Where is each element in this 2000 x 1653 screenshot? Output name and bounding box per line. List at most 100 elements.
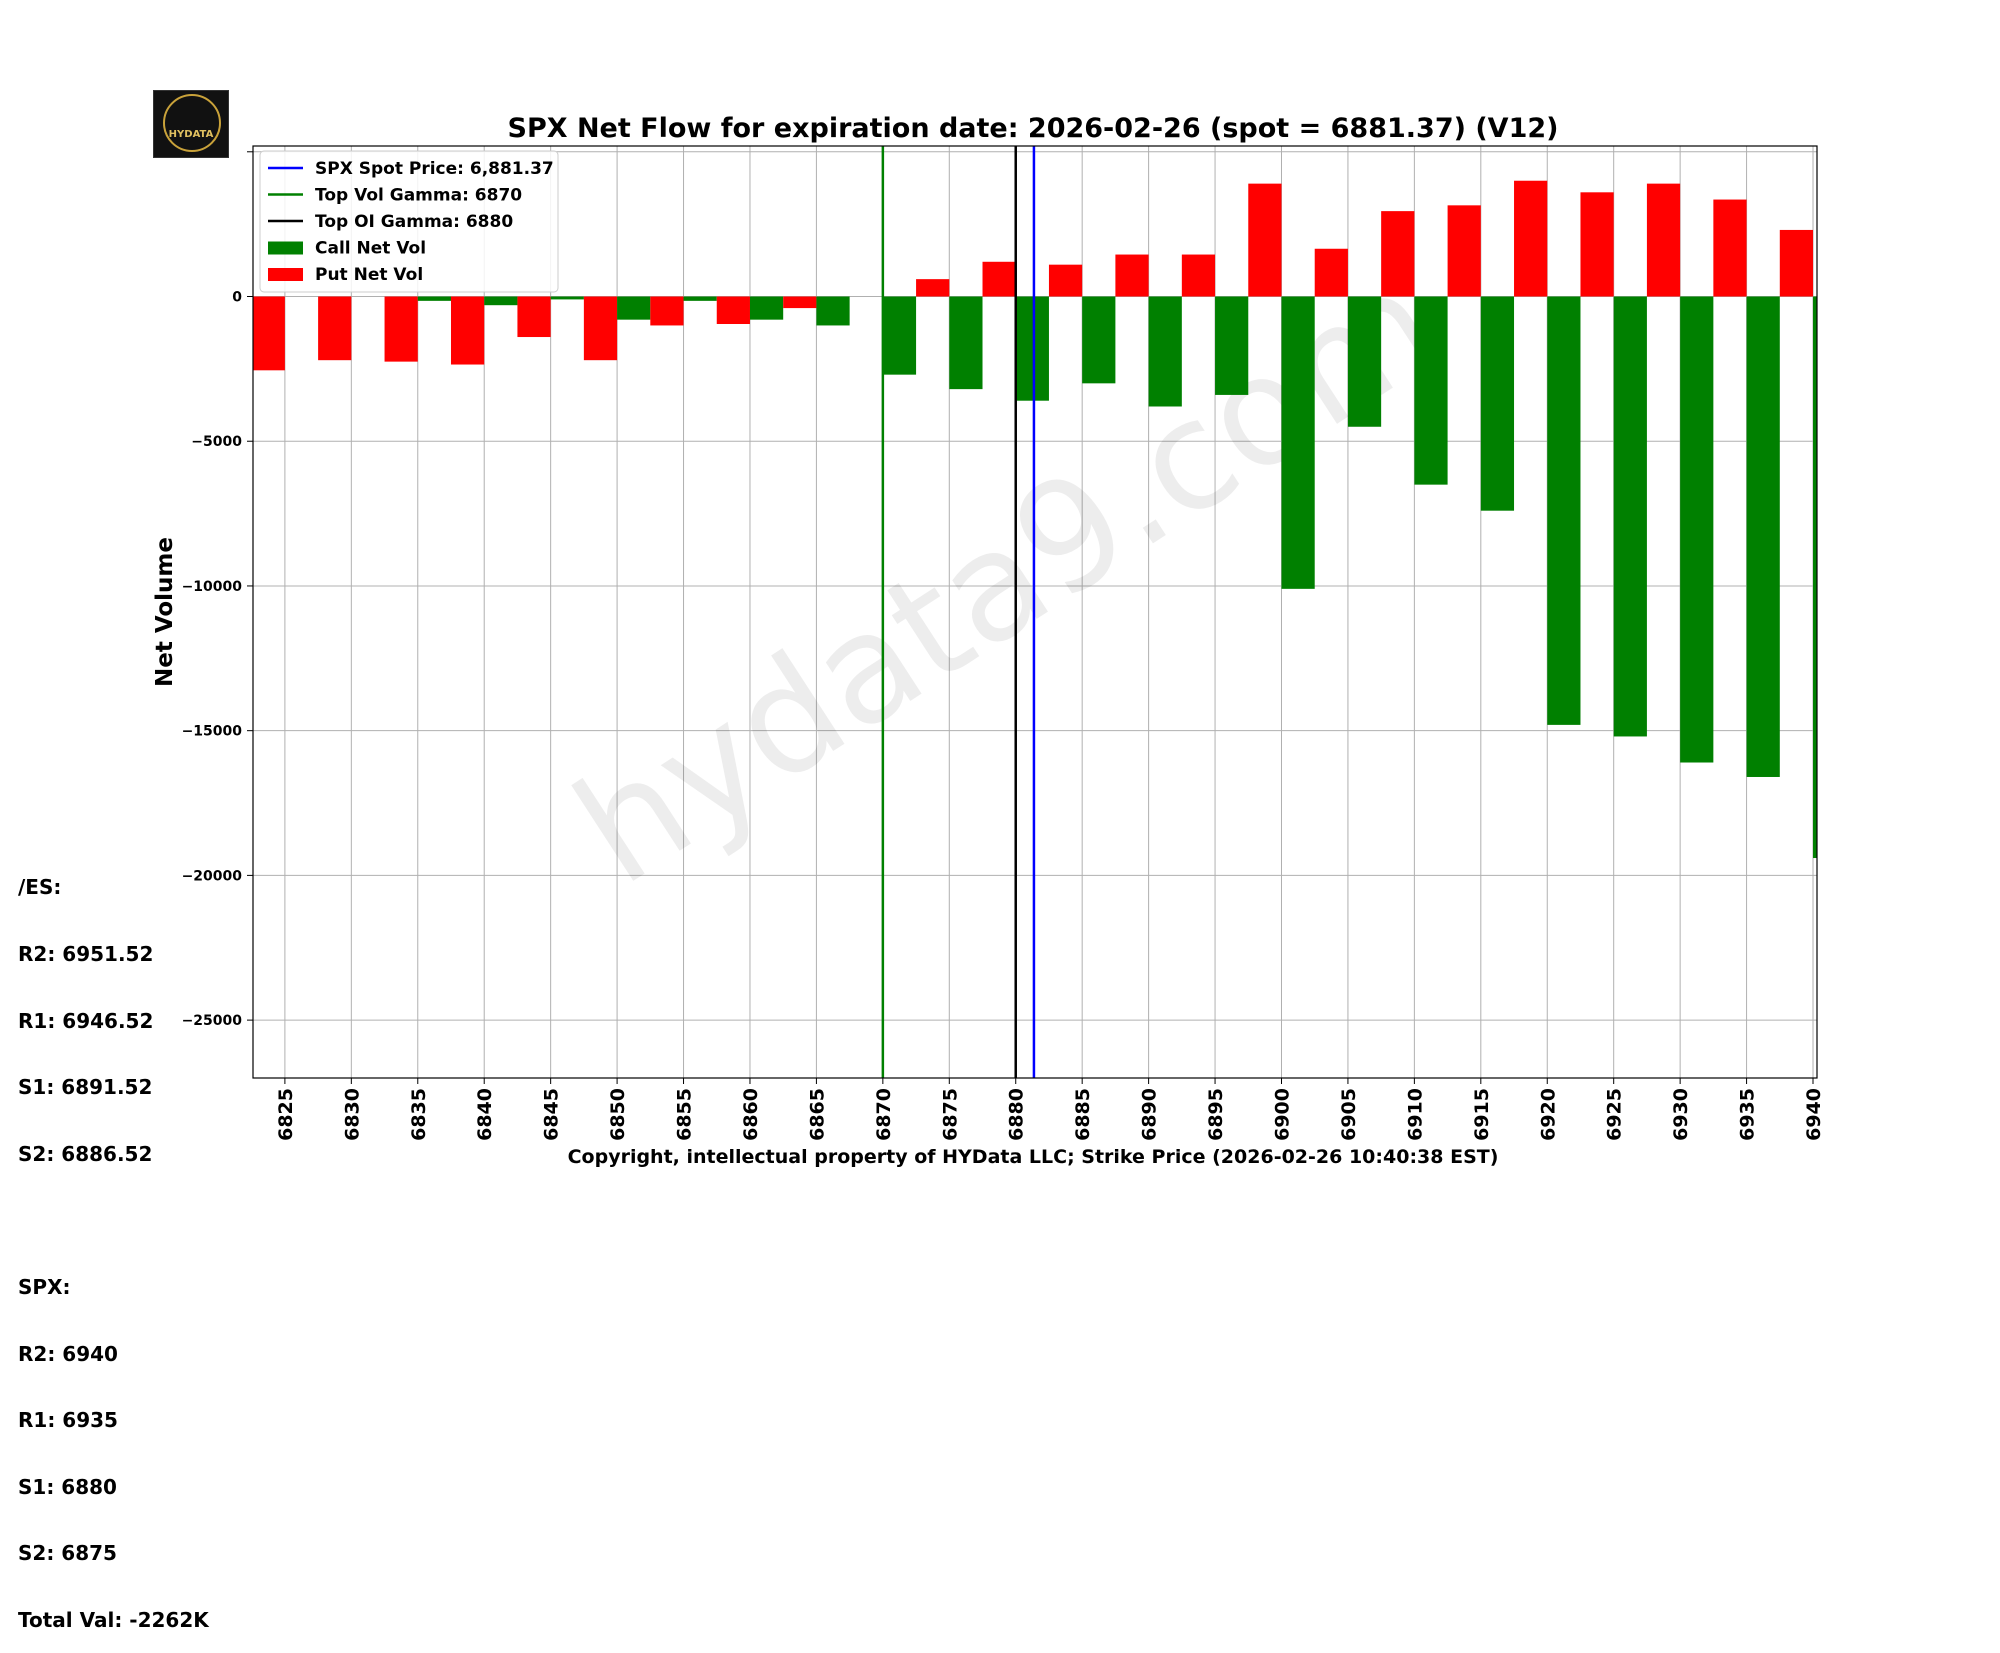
x-tick-label: 6900 — [1271, 1088, 1293, 1141]
put-bar — [253, 296, 285, 371]
put-bar — [318, 296, 352, 361]
call-bar — [749, 296, 784, 320]
put-bar — [1381, 211, 1415, 297]
legend-swatch-patch — [268, 268, 303, 281]
net-flow-chart: SPX Net Flow for expiration date: 2026-0… — [152, 113, 1825, 1168]
call-bar — [1613, 296, 1647, 737]
x-tick-label: 6885 — [1072, 1088, 1094, 1141]
x-tick-label: 6850 — [607, 1088, 629, 1141]
es-r1: R1: 6946.52 — [18, 1008, 154, 1033]
x-tick-label: 6895 — [1205, 1088, 1227, 1141]
put-bar — [1514, 180, 1548, 297]
call-bar — [882, 296, 917, 375]
wolf-logo-icon — [163, 94, 221, 152]
legend-swatch-patch — [268, 241, 303, 255]
put-bar — [783, 296, 817, 309]
x-tick-label: 6845 — [541, 1088, 563, 1141]
y-axis-label: Net Volume — [152, 537, 178, 687]
legend-label: Call Net Vol — [315, 239, 426, 259]
call-bar — [1746, 296, 1780, 777]
call-bar — [1680, 296, 1714, 763]
legend-box — [259, 150, 559, 293]
spx-r1: R1: 6935 — [18, 1408, 118, 1433]
levels-panel: /ES: R2: 6951.52 R1: 6946.52 S1: 6891.52… — [18, 832, 209, 1653]
call-bar — [550, 296, 584, 300]
spx-r2: R2: 6940 — [18, 1341, 118, 1366]
legend: SPX Spot Price: 6,881.37 Top Vol Gamma: 6… — [259, 150, 559, 293]
x-axis-label: Copyright, intellectual property of HYDa… — [568, 1146, 1499, 1168]
x-tick-label: 6840 — [474, 1088, 496, 1141]
call-bar — [1547, 296, 1581, 725]
put-bar — [1048, 264, 1083, 297]
call-bar — [1813, 296, 1817, 859]
bars — [253, 180, 1817, 859]
put-bar — [517, 296, 551, 338]
call-bar — [417, 296, 451, 301]
put-bar — [450, 296, 485, 365]
x-tick-label: 6825 — [275, 1088, 297, 1141]
x-tick-label: 6880 — [1006, 1088, 1028, 1141]
es-s2: S2: 6886.52 — [18, 1141, 153, 1166]
legend-label: SPX Spot Price: 6,881.37 — [315, 159, 554, 179]
x-tick-label: 6865 — [806, 1088, 828, 1141]
x-tick-label: 6925 — [1604, 1088, 1626, 1141]
x-tick-label: 6855 — [674, 1088, 696, 1141]
put-bar — [982, 261, 1016, 297]
call-bar — [1215, 296, 1249, 395]
watermark-text: hydata9.com — [547, 236, 1468, 919]
put-bar — [1115, 254, 1149, 297]
call-bar — [617, 296, 651, 320]
put-bar — [716, 296, 750, 325]
x-tick-label: 6860 — [740, 1088, 762, 1141]
put-bar — [1713, 199, 1747, 297]
put-bar — [1779, 229, 1814, 297]
put-bar — [1248, 183, 1282, 297]
y-tick-label: −5000 — [191, 434, 242, 450]
call-bar — [484, 296, 518, 306]
legend-label: Put Net Vol — [315, 265, 423, 285]
put-bar — [1646, 183, 1681, 297]
call-bar — [1347, 296, 1382, 427]
legend-label: Top Vol Gamma: 6870 — [315, 186, 522, 206]
logo-text: HYDATA — [168, 129, 214, 140]
legend-label: Top OI Gamma: 6880 — [315, 212, 513, 232]
spx-s1: S1: 6880 — [18, 1474, 117, 1499]
x-tick-label: 6890 — [1139, 1088, 1161, 1141]
total-value: Total Val: -2262K — [18, 1607, 209, 1632]
call-bar — [1281, 296, 1315, 589]
call-bar — [1148, 296, 1182, 407]
x-tick-label: 6915 — [1471, 1088, 1493, 1141]
es-r2: R2: 6951.52 — [18, 942, 154, 966]
es-s1: S1: 6891.52 — [18, 1075, 153, 1100]
put-bar — [650, 296, 684, 326]
put-bar — [1447, 205, 1481, 297]
x-tick-label: 6930 — [1670, 1088, 1692, 1141]
es-title: /ES: — [18, 875, 62, 900]
x-tick-label: 6935 — [1737, 1088, 1759, 1141]
put-bar — [916, 279, 950, 297]
call-bar — [1015, 296, 1049, 401]
x-tick-label: 6875 — [939, 1088, 961, 1141]
y-tick-label: −20000 — [182, 868, 243, 884]
x-tick-label: 6940 — [1803, 1088, 1825, 1141]
y-tick-label: −10000 — [182, 579, 243, 595]
put-bar — [1181, 254, 1216, 297]
put-bar — [384, 296, 418, 362]
put-bar — [583, 296, 618, 361]
x-tick-label: 6905 — [1338, 1088, 1360, 1141]
y-tick-label: −15000 — [182, 724, 243, 740]
chart-title: SPX Net Flow for expiration date: 2026-0… — [508, 113, 1559, 144]
spx-title: SPX: — [18, 1274, 71, 1299]
call-bar — [1082, 296, 1116, 384]
plot-frame — [252, 145, 1818, 1079]
call-bar — [816, 296, 850, 326]
y-tick-label: −25000 — [182, 1013, 243, 1029]
x-tick-label: 6830 — [341, 1088, 363, 1141]
put-bar — [1314, 248, 1348, 297]
call-bar — [1480, 296, 1515, 511]
call-bar — [1414, 296, 1448, 485]
x-tick-label: 6910 — [1404, 1088, 1426, 1141]
x-tick-label: 6870 — [873, 1088, 895, 1141]
x-tick-label: 6835 — [408, 1088, 430, 1141]
spx-s2: S2: 6875 — [18, 1541, 117, 1566]
